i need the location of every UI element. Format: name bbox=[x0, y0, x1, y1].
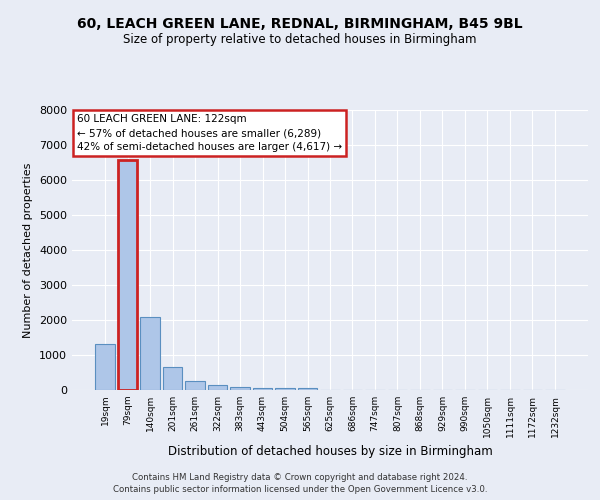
Text: Contains public sector information licensed under the Open Government Licence v3: Contains public sector information licen… bbox=[113, 485, 487, 494]
Text: 60 LEACH GREEN LANE: 122sqm
← 57% of detached houses are smaller (6,289)
42% of : 60 LEACH GREEN LANE: 122sqm ← 57% of det… bbox=[77, 114, 342, 152]
Bar bbox=[275, 388, 295, 390]
Bar bbox=[118, 160, 137, 390]
Bar bbox=[230, 386, 250, 390]
Bar bbox=[253, 388, 272, 390]
Y-axis label: Number of detached properties: Number of detached properties bbox=[23, 162, 34, 338]
X-axis label: Distribution of detached houses by size in Birmingham: Distribution of detached houses by size … bbox=[167, 446, 493, 458]
Text: Contains HM Land Registry data © Crown copyright and database right 2024.: Contains HM Land Registry data © Crown c… bbox=[132, 474, 468, 482]
Bar bbox=[298, 388, 317, 390]
Bar bbox=[163, 367, 182, 390]
Bar bbox=[185, 381, 205, 390]
Bar bbox=[95, 344, 115, 390]
Bar bbox=[140, 317, 160, 390]
Bar bbox=[208, 385, 227, 390]
Text: Size of property relative to detached houses in Birmingham: Size of property relative to detached ho… bbox=[123, 32, 477, 46]
Text: 60, LEACH GREEN LANE, REDNAL, BIRMINGHAM, B45 9BL: 60, LEACH GREEN LANE, REDNAL, BIRMINGHAM… bbox=[77, 18, 523, 32]
